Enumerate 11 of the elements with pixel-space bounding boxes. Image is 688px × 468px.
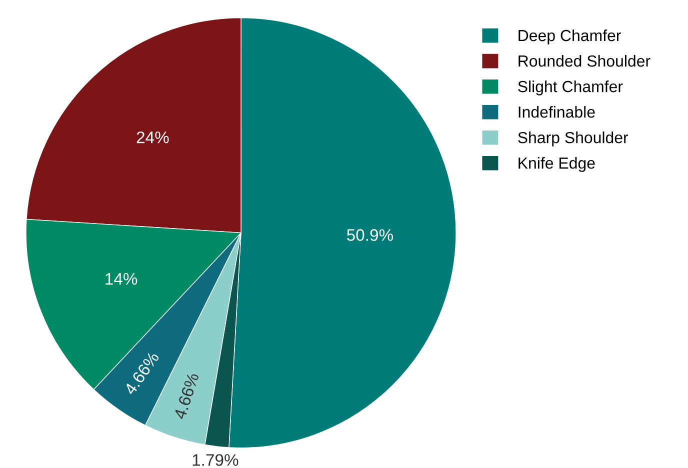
legend-label: Knife Edge [518,157,595,172]
legend-label: Sharp Shoulder [518,132,628,146]
legend-label: Deep Chamfer [518,29,621,44]
legend-label: Rounded Shoulder [518,54,650,67]
data-label: 1.79% [192,454,238,466]
legend-label: Slight Chamfer [518,80,623,96]
legend-label: Indefinable [518,106,595,118]
data-label: 50.9% [346,229,393,241]
data-label: 4.66% [174,372,200,420]
data-label: 24% [136,131,169,144]
data-label: 14% [106,273,138,285]
